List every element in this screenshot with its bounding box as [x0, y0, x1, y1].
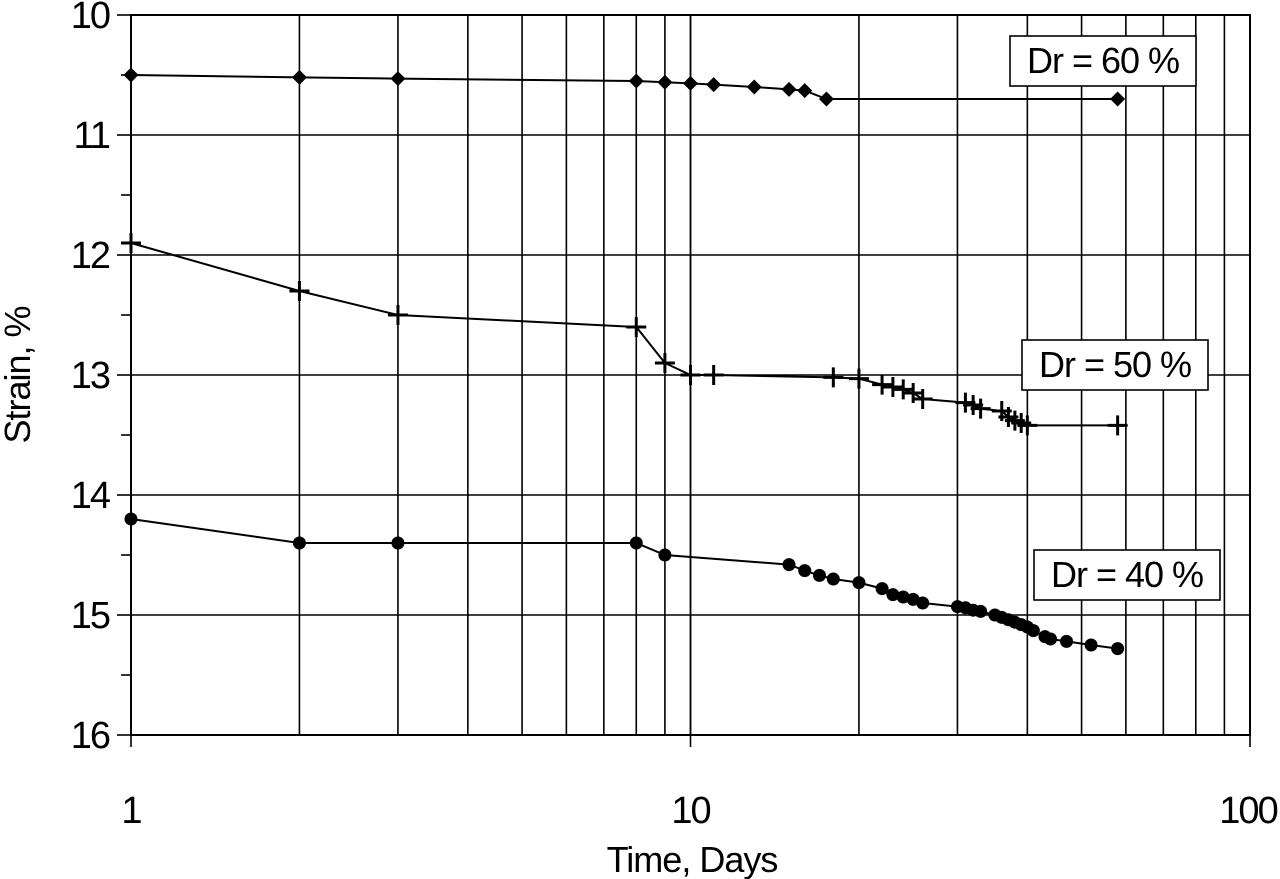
y-tick-label: 13: [71, 355, 110, 397]
series-2: [121, 233, 1128, 436]
data-point: [629, 536, 643, 550]
series-line: [130, 518, 1118, 650]
ticks: 10 11 12 13 14 15 16 1 10 100: [71, 0, 1280, 832]
data-point: [121, 233, 141, 253]
data-point: [628, 73, 644, 89]
data-point: [1110, 91, 1126, 107]
data-point: [658, 548, 672, 562]
series-1: [123, 67, 1126, 107]
data-point: [1017, 415, 1038, 436]
series-label-text: Dr = 40 %: [1051, 554, 1203, 595]
data-point: [706, 77, 722, 93]
data-point: [823, 367, 844, 388]
data-point: [974, 604, 988, 618]
y-tick-label: 16: [71, 715, 110, 757]
data-point: [1044, 632, 1058, 646]
data-point: [798, 564, 812, 578]
legend-layer: Dr = 60 % Dr = 50 % Dr = 40 %: [1009, 35, 1221, 601]
y-tick-label: 15: [71, 595, 110, 637]
series-label-box: [1021, 339, 1209, 391]
data-point: [896, 590, 910, 604]
series-line: [130, 242, 1118, 427]
data-point: [848, 368, 869, 389]
series-label-text: Dr = 50 %: [1039, 344, 1191, 385]
series-label-box: [1009, 35, 1197, 87]
data-point: [1060, 634, 1074, 648]
data-point: [626, 317, 647, 337]
data-point: [782, 558, 796, 572]
data-point: [387, 305, 408, 325]
data-point: [812, 568, 826, 582]
series-3: [124, 512, 1125, 656]
data-point: [1084, 638, 1098, 652]
data-point: [875, 582, 889, 596]
series-label-3: Dr = 40 %: [1033, 549, 1221, 601]
data-point: [1107, 415, 1128, 436]
data-point: [291, 69, 307, 85]
data-point: [703, 365, 724, 385]
y-tick-label: 11: [74, 115, 110, 157]
data-point: [390, 71, 406, 87]
x-tick-label: 100: [1219, 790, 1277, 832]
data-point: [826, 572, 840, 586]
data-point: [654, 353, 675, 373]
x-tick-label: 10: [671, 790, 710, 832]
data-point: [1026, 624, 1040, 638]
data-point: [882, 377, 903, 397]
data-point: [391, 536, 405, 550]
series-label-1: Dr = 60 %: [1009, 35, 1197, 87]
data-point: [912, 389, 933, 409]
y-axis-title: Strain, %: [0, 306, 38, 443]
data-point: [916, 596, 930, 610]
series-label-box: [1033, 549, 1221, 601]
x-tick-label: 1: [121, 790, 141, 832]
data-point: [124, 512, 138, 526]
data-point: [797, 83, 813, 99]
data-point: [292, 536, 306, 550]
data-point: [886, 588, 900, 602]
data-point: [970, 398, 991, 419]
data-point: [680, 365, 701, 385]
data-point: [289, 281, 310, 301]
y-tick-label: 14: [71, 475, 111, 517]
y-tick-label: 10: [71, 0, 110, 37]
data-point: [872, 374, 893, 395]
data-point: [818, 91, 834, 107]
series-layer: [121, 67, 1128, 656]
data-point: [1111, 642, 1125, 656]
x-axis-title: Time, Days: [607, 839, 778, 879]
series-label-text: Dr = 60 %: [1027, 40, 1179, 81]
series-line: [130, 74, 1118, 100]
series-label-2: Dr = 50 %: [1021, 339, 1209, 391]
data-point: [657, 74, 673, 90]
data-point: [852, 576, 866, 590]
data-point: [683, 75, 698, 91]
data-point: [893, 379, 914, 400]
data-point: [781, 81, 797, 97]
data-point: [746, 79, 762, 95]
y-tick-label: 12: [71, 235, 110, 277]
